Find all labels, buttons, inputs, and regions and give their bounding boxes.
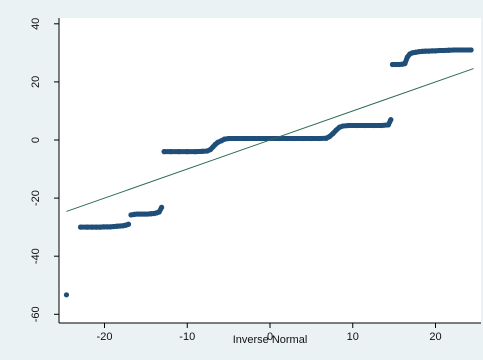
data-point [388,117,393,122]
x-tick-label: -20 [97,331,113,343]
data-point [85,225,90,230]
y-tick-label: 0 [30,137,42,143]
y-tick-label: -20 [30,190,42,206]
data-point [386,122,391,127]
data-point [193,149,198,154]
data-point [284,136,289,141]
data-point [363,123,368,128]
data-point [340,123,345,128]
data-point [234,136,239,141]
y-tick-label: -60 [30,306,42,322]
data-point [243,136,248,141]
x-tick-label: 20 [429,331,441,343]
data-point [159,205,164,210]
data-point [200,149,205,154]
plot-panel [59,18,481,323]
data-point [459,47,464,52]
data-point [346,123,351,128]
data-point [300,136,305,141]
data-point [64,292,69,297]
data-point [317,136,322,141]
data-point [78,225,83,230]
y-axis: -60 -40 -20 0 20 40 [30,18,59,323]
data-point [157,209,162,214]
data-point [259,136,264,141]
y-tick-label: -40 [30,248,42,264]
data-point [168,149,173,154]
data-point [251,136,256,141]
data-point [354,123,359,128]
x-tick-label: -10 [179,331,195,343]
data-point [126,222,131,227]
data-point [441,48,446,53]
data-point [226,136,231,141]
data-point [161,149,166,154]
data-point [176,149,181,154]
y-tick-label: 40 [30,18,42,30]
data-point [309,136,314,141]
data-point [452,47,457,52]
x-tick-label: 10 [347,331,359,343]
data-point [379,123,384,128]
y-tick-label: 20 [30,76,42,88]
data-point [446,48,451,53]
data-point [371,123,376,128]
x-axis-label: Inverse Normal [233,334,308,346]
data-point [185,149,190,154]
data-point [292,136,297,141]
data-point [468,47,473,52]
data-point [402,61,407,66]
